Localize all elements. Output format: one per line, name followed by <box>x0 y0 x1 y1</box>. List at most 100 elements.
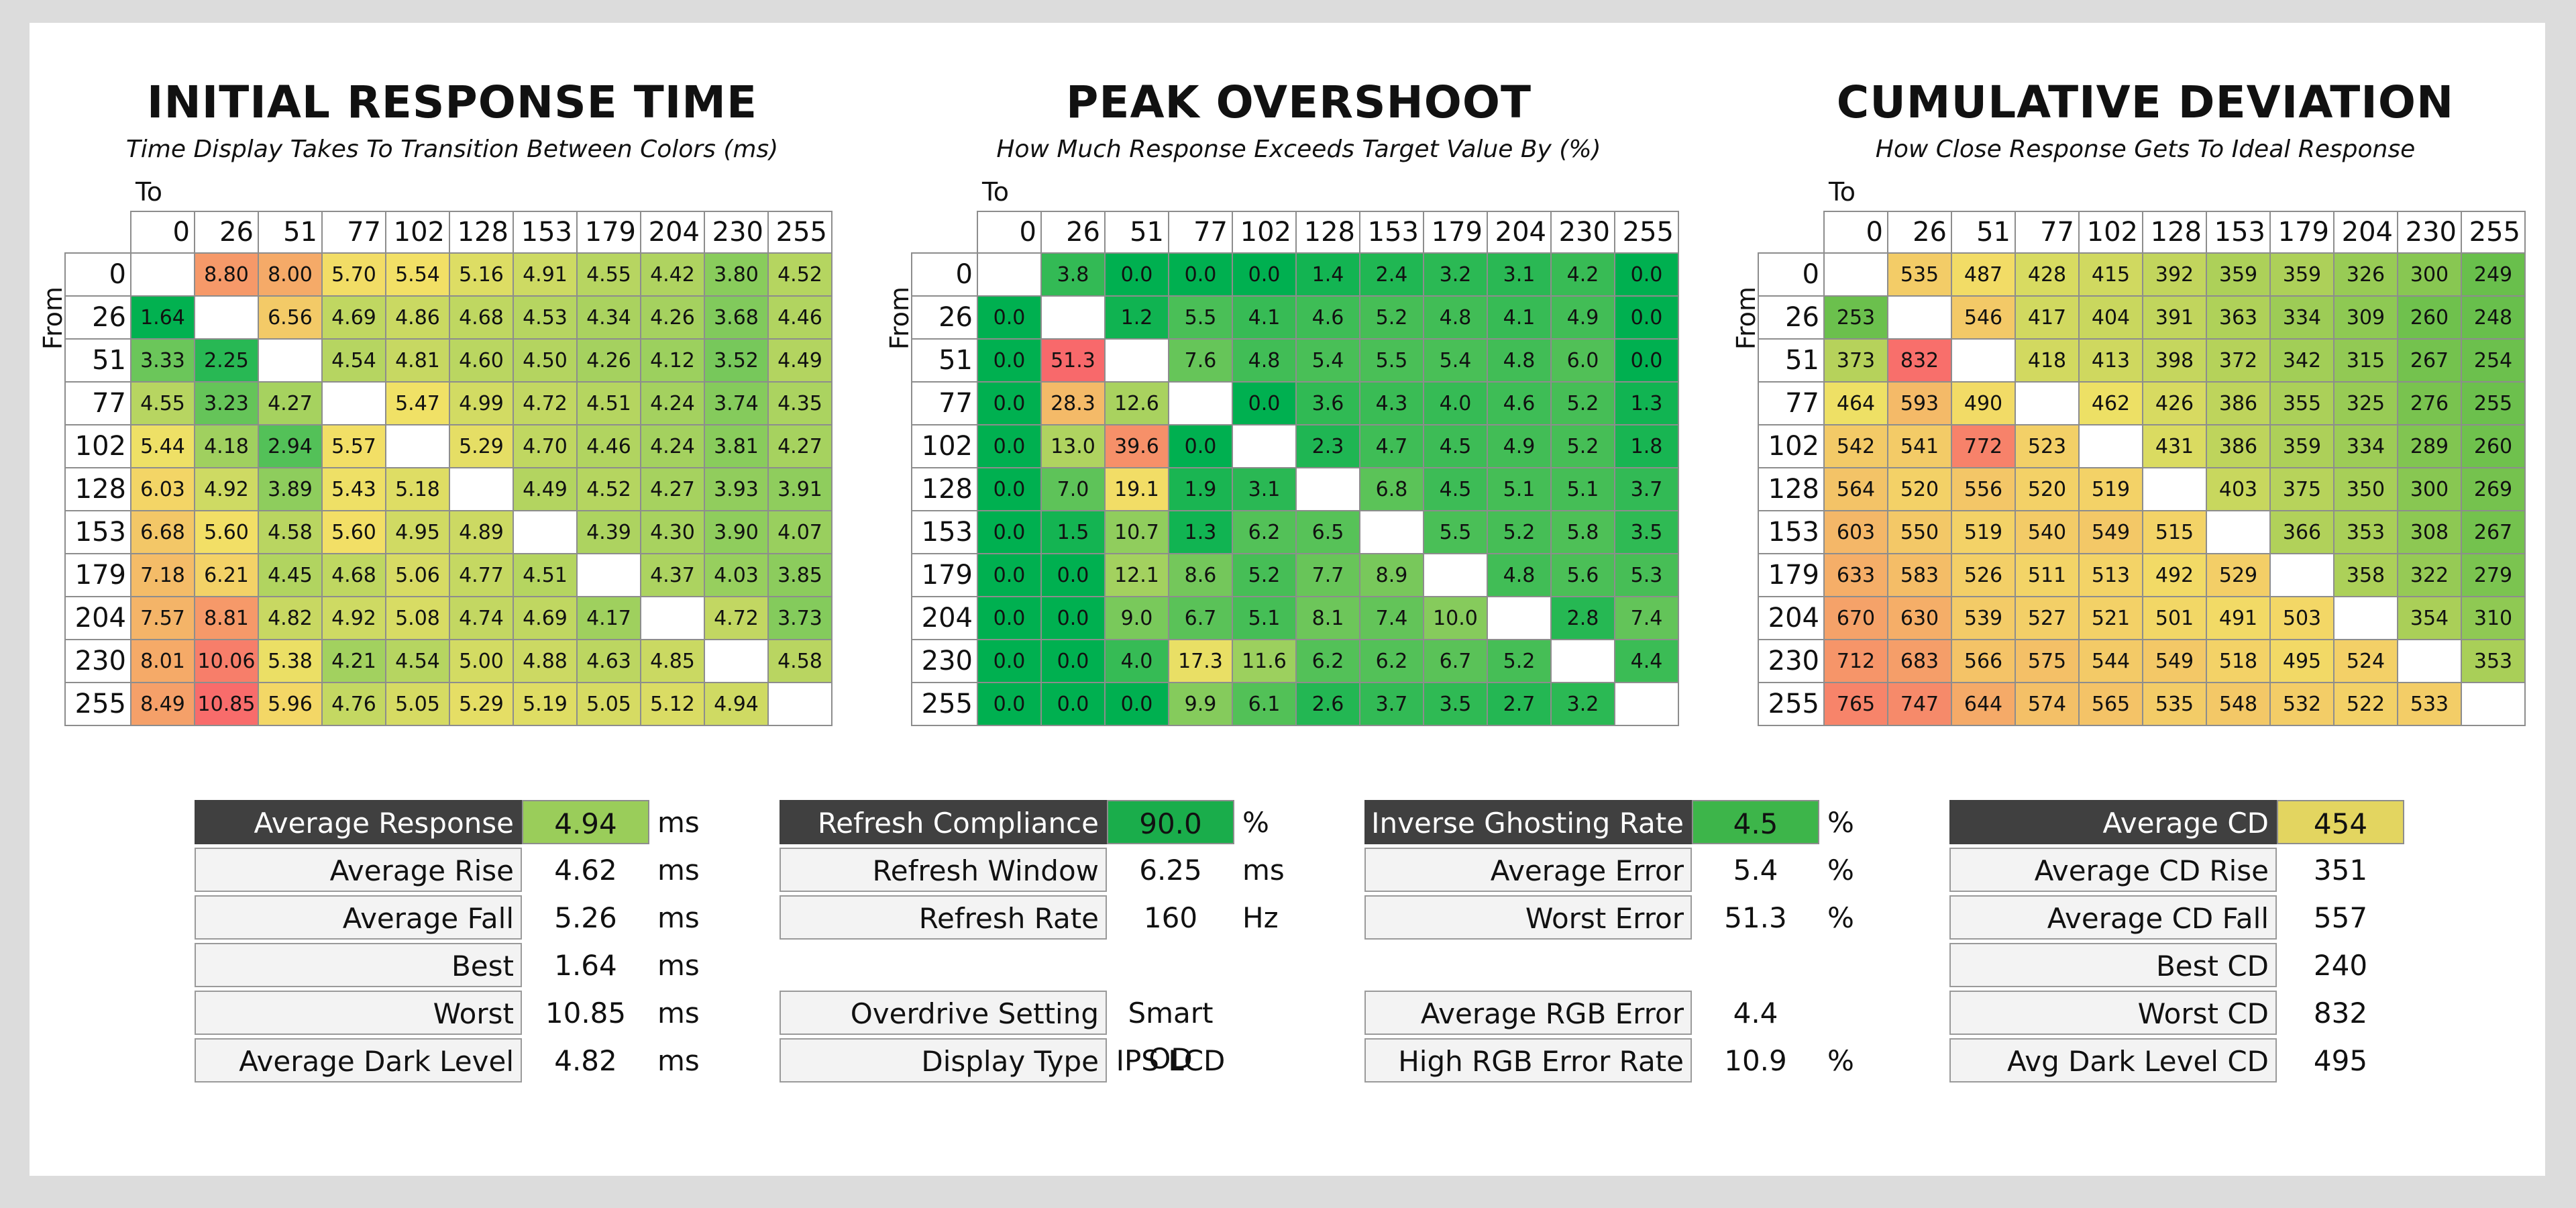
heatmap-row: 255 765 747 644 574 565 535 548 532 522 533 <box>1758 682 2526 726</box>
heatmap-cell: 359 <box>2269 424 2334 468</box>
heatmap-row: 230 8.01 10.06 5.38 4.21 4.54 5.00 4.88 4.63 4.85… <box>64 639 833 683</box>
to-level-header: 26 <box>194 211 259 254</box>
stat-value: 5.26 <box>554 901 617 934</box>
heatmap-cell: 491 <box>2206 596 2271 640</box>
stat-label: Worst <box>195 991 522 1035</box>
heatmap-cell: 11.6 <box>1232 639 1297 683</box>
heatmap-cell: 565 <box>2078 682 2143 726</box>
heatmap-cell: 4.3 <box>1359 381 1424 425</box>
heatmap-diagonal-cell <box>1295 467 1360 511</box>
to-level-header: 26 <box>1040 211 1106 254</box>
heatmap-cell: 535 <box>1887 252 1952 297</box>
heatmap-cell: 0.0 <box>1040 682 1106 726</box>
from-level-header: 26 <box>64 295 131 340</box>
stat-value: 160 <box>1143 901 1198 934</box>
heatmap-cell: 3.91 <box>767 467 833 511</box>
from-level-header: 128 <box>1758 467 1825 511</box>
heatmap-cell: 4.1 <box>1232 295 1297 340</box>
heatmap-cell: 334 <box>2333 424 2398 468</box>
stat-value: 351 <box>2313 854 2368 887</box>
heatmap-cell: 6.7 <box>1168 596 1233 640</box>
from-level-header: 102 <box>1758 424 1825 468</box>
heatmap-cell: 4.58 <box>258 510 323 554</box>
heatmap-cell: 1.3 <box>1168 510 1233 554</box>
heatmap-cell: 260 <box>2461 424 2526 468</box>
heatmap-cell: 391 <box>2142 295 2207 340</box>
heatmap-cell: 279 <box>2461 553 2526 597</box>
heatmap-cell: 2.7 <box>1487 682 1552 726</box>
to-level-header: 102 <box>1232 211 1297 254</box>
heatmap-cell: 4.39 <box>576 510 641 554</box>
heatmap-cell: 3.7 <box>1614 467 1679 511</box>
heatmap-cell: 5.6 <box>1550 553 1615 597</box>
to-level-header: 0 <box>1823 211 1888 254</box>
stat-unit: % <box>1827 901 1854 934</box>
stat-label: High RGB Error Rate <box>1364 1038 1692 1083</box>
heatmap-cell: 4.89 <box>449 510 514 554</box>
to-level-header: 230 <box>2397 211 2462 254</box>
heatmap-diagonal-cell <box>2142 467 2207 511</box>
heatmap-cell: 375 <box>2269 467 2334 511</box>
heatmap-row: 179 0.0 0.0 12.1 8.6 5.2 7.7 8.9 4.8 5.6 5.3 <box>911 553 1679 597</box>
heatmap-cell: 533 <box>2397 682 2462 726</box>
heatmap-diagonal-cell <box>1951 338 2016 383</box>
heatmap-cell: 3.7 <box>1359 682 1424 726</box>
heatmap-cell: 0.0 <box>1104 682 1169 726</box>
heatmap-cell: 5.4 <box>1423 338 1488 383</box>
response-time-title: INITIAL RESPONSE TIME <box>146 77 758 128</box>
heatmap-cell: 4.52 <box>576 467 641 511</box>
heatmap-cell: 5.2 <box>1232 553 1297 597</box>
heatmap-cell: 3.5 <box>1423 682 1488 726</box>
heatmap-cell: 353 <box>2333 510 2398 554</box>
from-level-header: 26 <box>1758 295 1825 340</box>
heatmap-cell: 300 <box>2397 467 2462 511</box>
heatmap-cell: 334 <box>2269 295 2334 340</box>
heatmap-corner <box>1758 211 1824 253</box>
heatmap-cell: 520 <box>1887 467 1952 511</box>
heatmap-row: 77 0.0 28.3 12.6 0.0 3.6 4.3 4.0 4.6 5.2 1.3 <box>911 381 1679 425</box>
heatmap-cell: 0.0 <box>977 467 1042 511</box>
heatmap-cell: 3.1 <box>1232 467 1297 511</box>
from-level-header: 51 <box>1758 338 1825 383</box>
heatmap-cell: 5.2 <box>1550 424 1615 468</box>
heatmap-cell: 5.06 <box>385 553 450 597</box>
heatmap-cell: 300 <box>2397 252 2462 297</box>
heatmap-cell: 4.24 <box>640 381 705 425</box>
heatmap-cell: 366 <box>2269 510 2334 554</box>
stat-label: Average Error <box>1364 848 1692 892</box>
heatmap-diagonal-cell <box>767 682 833 726</box>
heatmap-cell: 7.57 <box>130 596 195 640</box>
heatmap-cell: 4.55 <box>130 381 195 425</box>
heatmap-cell: 19.1 <box>1104 467 1169 511</box>
heatmap-cell: 4.9 <box>1550 295 1615 340</box>
heatmap-cell: 5.16 <box>449 252 514 297</box>
heatmap-cell: 832 <box>1887 338 1952 383</box>
heatmap-cell: 0.0 <box>977 381 1042 425</box>
heatmap-cell: 12.1 <box>1104 553 1169 597</box>
heatmap-cell: 3.1 <box>1487 252 1552 297</box>
heatmap-cell: 3.74 <box>704 381 769 425</box>
heatmap-cell: 0.0 <box>1614 252 1679 297</box>
heatmap-cell: 495 <box>2269 639 2334 683</box>
heatmap-cell: 248 <box>2461 295 2526 340</box>
stat-value: 51.3 <box>1724 901 1787 934</box>
heatmap-cell: 0.0 <box>1614 295 1679 340</box>
heatmap-cell: 4.0 <box>1423 381 1488 425</box>
heatmap-diagonal-cell <box>1168 381 1233 425</box>
heatmap-cell: 3.23 <box>194 381 259 425</box>
heatmap-cell: 3.2 <box>1423 252 1488 297</box>
heatmap-cell: 3.33 <box>130 338 195 383</box>
heatmap-cell: 519 <box>2078 467 2143 511</box>
heatmap-cell: 5.1 <box>1487 467 1552 511</box>
heatmap-cell: 4.6 <box>1295 295 1360 340</box>
heatmap-cell: 315 <box>2333 338 2398 383</box>
heatmap-cell: 4.51 <box>576 381 641 425</box>
heatmap-cell: 4.88 <box>513 639 578 683</box>
heatmap-cell: 10.7 <box>1104 510 1169 554</box>
heatmap-cell: 254 <box>2461 338 2526 383</box>
heatmap-cell: 4.70 <box>513 424 578 468</box>
heatmap-cell: 4.85 <box>640 639 705 683</box>
heatmap-cell: 532 <box>2269 682 2334 726</box>
stat-value: 4.94 <box>522 800 649 844</box>
heatmap-cell: 4.12 <box>640 338 705 383</box>
